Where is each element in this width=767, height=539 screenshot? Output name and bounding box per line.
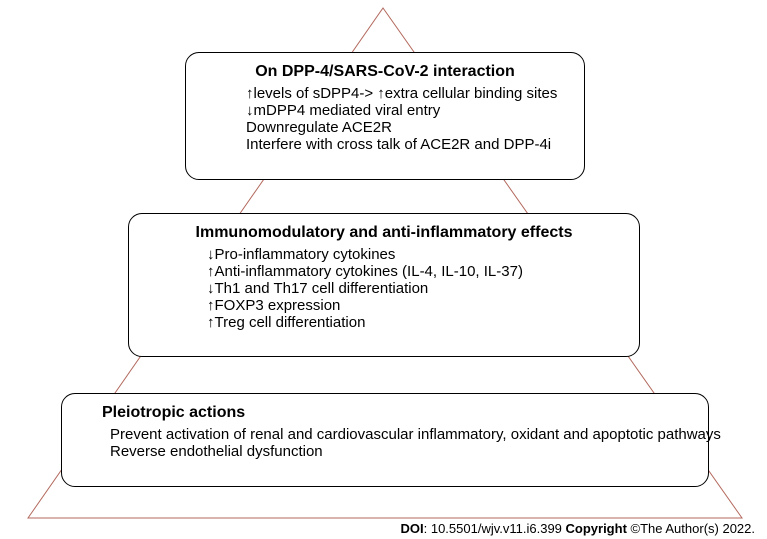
box-mid-lines: ↓Pro-inflammatory cytokines↑Anti-inflamm…: [147, 246, 621, 331]
box-line: ↓mDPP4 mediated viral entry: [246, 102, 566, 119]
figure-canvas: On DPP-4/SARS-CoV-2 interaction ↑levels …: [0, 0, 767, 539]
box-line: ↑FOXP3 expression: [207, 297, 621, 314]
doi-label: DOI: [401, 521, 424, 536]
copyright-value: ©The Author(s) 2022.: [631, 521, 755, 536]
box-mid: Immunomodulatory and anti-inflammatory e…: [128, 213, 640, 357]
box-line: Downregulate ACE2R: [246, 119, 566, 136]
doi-value: : 10.5501/wjv.v11.i6.399: [424, 521, 566, 536]
box-bot: Pleiotropic actions Prevent activation o…: [61, 393, 709, 487]
box-line: ↓Pro-inflammatory cytokines: [207, 246, 621, 263]
box-line: ↓Th1 and Th17 cell differentiation: [207, 280, 621, 297]
box-top-title: On DPP-4/SARS-CoV-2 interaction: [204, 63, 566, 81]
box-line: ↑Treg cell differentiation: [207, 314, 621, 331]
box-line: Prevent activation of renal and cardiova…: [110, 426, 690, 443]
copyright-label: Copyright: [566, 521, 631, 536]
box-bot-lines: Prevent activation of renal and cardiova…: [80, 426, 690, 460]
box-mid-title: Immunomodulatory and anti-inflammatory e…: [147, 224, 621, 242]
box-top-lines: ↑levels of sDPP4-> ↑extra cellular bindi…: [204, 85, 566, 153]
figure-footer: DOI: 10.5501/wjv.v11.i6.399 Copyright ©T…: [0, 521, 767, 536]
box-bot-title: Pleiotropic actions: [80, 404, 690, 422]
box-line: Reverse endothelial dysfunction: [110, 443, 690, 460]
box-top: On DPP-4/SARS-CoV-2 interaction ↑levels …: [185, 52, 585, 180]
box-line: Interfere with cross talk of ACE2R and D…: [246, 136, 566, 153]
box-line: ↑levels of sDPP4-> ↑extra cellular bindi…: [246, 85, 566, 102]
box-line: ↑Anti-inflammatory cytokines (IL-4, IL-1…: [207, 263, 621, 280]
